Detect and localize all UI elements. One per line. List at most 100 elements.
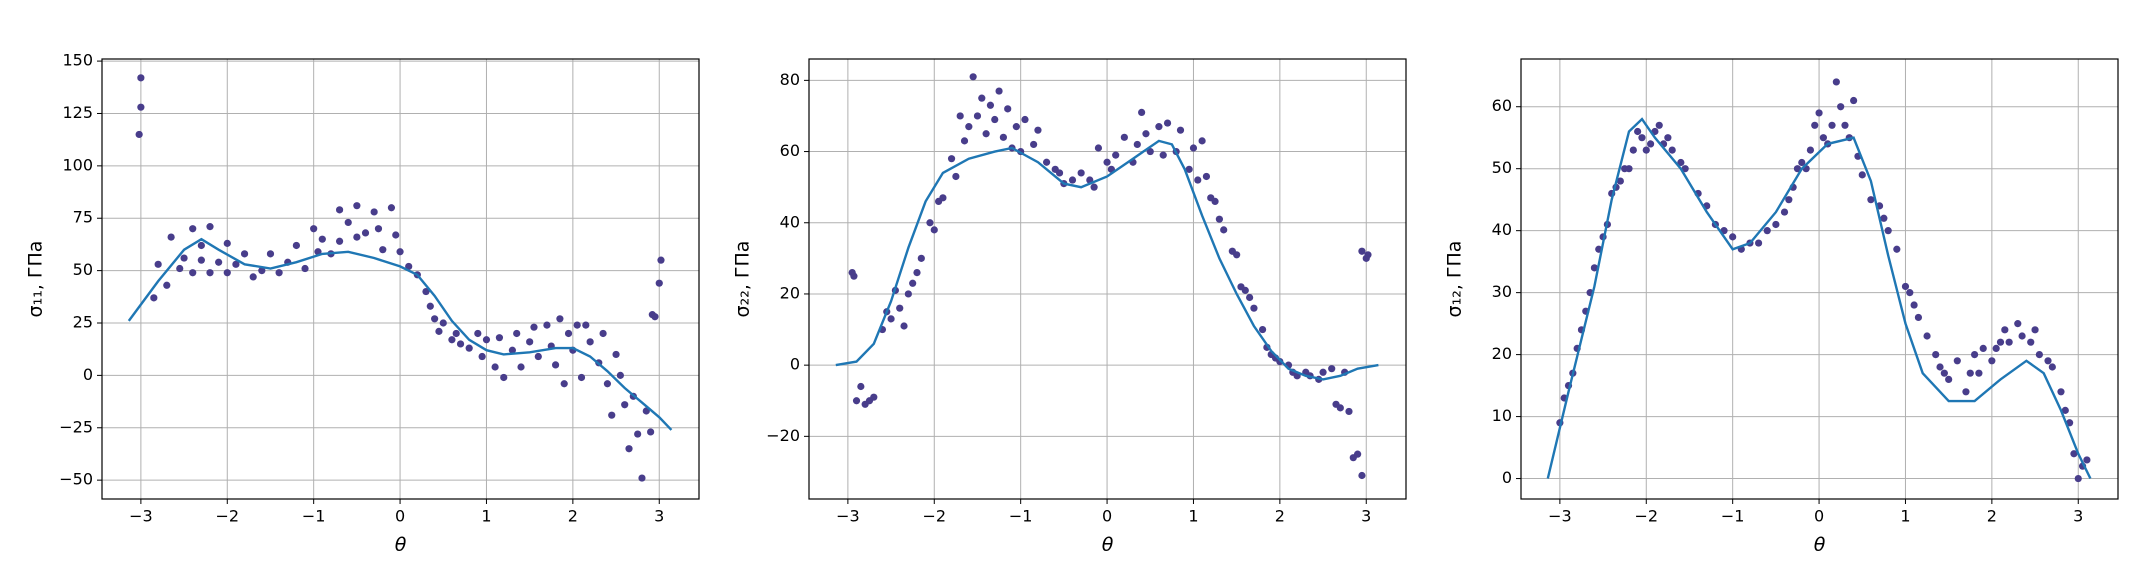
scatter-point bbox=[638, 474, 646, 482]
y-tick-label: 80 bbox=[780, 70, 800, 89]
axes-frame bbox=[101, 58, 700, 500]
scatter-point bbox=[896, 304, 904, 312]
scatter-point bbox=[1780, 208, 1789, 216]
scatter-point bbox=[1880, 214, 1888, 222]
scatter-point bbox=[995, 87, 1003, 95]
scatter-point bbox=[2048, 363, 2056, 371]
scatter-point bbox=[335, 206, 344, 214]
scatter-point bbox=[1785, 196, 1793, 204]
scatter-point bbox=[1198, 137, 1206, 145]
y-tick-label: 50 bbox=[73, 260, 93, 279]
scatter-point bbox=[1077, 169, 1085, 177]
scatter-point bbox=[1970, 351, 1979, 359]
scatter-point bbox=[982, 130, 990, 138]
scatter-point bbox=[530, 323, 538, 331]
scatter-point bbox=[189, 269, 197, 277]
y-tick-label: 100 bbox=[62, 155, 93, 174]
scatter-point bbox=[582, 321, 590, 329]
scatter-point bbox=[2018, 332, 2026, 340]
scatter-point bbox=[1328, 365, 1336, 373]
scatter-point bbox=[1893, 245, 1901, 253]
scatter-point bbox=[474, 329, 482, 338]
scatter-point bbox=[1837, 103, 1845, 111]
scatter-point bbox=[387, 204, 396, 212]
scatter-point bbox=[1646, 140, 1655, 148]
line bbox=[127, 237, 673, 431]
y-tick-label: 75 bbox=[73, 208, 93, 227]
scatter-point bbox=[135, 130, 143, 139]
scatter-point bbox=[1358, 247, 1366, 255]
x-tick-label: 3 bbox=[1361, 507, 1371, 526]
scatter-point bbox=[2035, 351, 2043, 359]
y-tick-label: 60 bbox=[780, 141, 800, 160]
scatter-point bbox=[223, 239, 231, 247]
y-tick-label: 125 bbox=[62, 103, 93, 122]
scatter-point bbox=[215, 258, 223, 266]
scatter-point bbox=[422, 287, 430, 296]
scatter-point bbox=[1034, 126, 1042, 134]
scatter-point bbox=[508, 346, 516, 354]
scatter-point bbox=[517, 363, 525, 371]
scatter-point bbox=[180, 254, 188, 262]
scatter-point bbox=[1992, 344, 2000, 353]
scatter-point bbox=[1906, 289, 1914, 297]
scatter-point bbox=[1103, 158, 1111, 166]
scatter-point bbox=[1194, 176, 1202, 184]
scatter-point bbox=[999, 133, 1007, 141]
scatter-point bbox=[1681, 165, 1689, 173]
scatter-point bbox=[965, 123, 973, 131]
x-axis-label: θ bbox=[1102, 534, 1114, 556]
scatter-point bbox=[1914, 313, 1923, 322]
scatter-point bbox=[1850, 96, 1858, 105]
scatter-point bbox=[1155, 123, 1163, 131]
scatter-point bbox=[189, 225, 197, 233]
axes-frame bbox=[808, 58, 1407, 500]
scatter-point bbox=[1629, 146, 1637, 154]
scatter-point bbox=[887, 315, 895, 323]
scatter-point bbox=[1233, 251, 1241, 259]
scatter-point bbox=[1068, 176, 1077, 184]
line bbox=[1546, 117, 2092, 480]
scatter-point bbox=[1241, 286, 1249, 294]
scatter-point bbox=[1112, 151, 1120, 159]
scatter-point bbox=[956, 112, 964, 120]
scatter-point bbox=[167, 233, 175, 241]
scatter-point bbox=[586, 338, 594, 346]
scatter-point bbox=[1319, 368, 1327, 376]
y-tick-label: −50 bbox=[59, 470, 93, 489]
x-tick-label: 3 bbox=[654, 507, 664, 526]
y-tick-label: 0 bbox=[83, 365, 93, 384]
scatter-point bbox=[599, 329, 607, 338]
scatter-point bbox=[1246, 293, 1254, 302]
scatter-point bbox=[435, 327, 443, 335]
y-tick-label: −25 bbox=[59, 417, 93, 436]
scatter-point bbox=[1940, 369, 1948, 377]
x-tick-label: −3 bbox=[836, 507, 860, 526]
scatter-point bbox=[991, 115, 999, 124]
axes-frame bbox=[1520, 58, 2119, 500]
scatter-point bbox=[1901, 282, 1910, 291]
scatter-point bbox=[1996, 338, 2005, 346]
x-tick-label: −1 bbox=[1721, 507, 1745, 526]
scatter-point bbox=[621, 401, 629, 409]
x-tick-label: −2 bbox=[922, 507, 946, 526]
scatter-point bbox=[1668, 146, 1676, 154]
y-axis-label: σ₁₁, ГПа bbox=[25, 241, 47, 318]
scatter-point bbox=[448, 336, 456, 344]
scatter-point bbox=[301, 264, 309, 273]
scatter-point bbox=[1815, 109, 1823, 117]
scatter-point bbox=[439, 319, 447, 327]
scatter-point bbox=[1858, 171, 1866, 179]
scatter-point bbox=[913, 268, 921, 277]
scatter-point bbox=[405, 262, 413, 271]
x-tick-label: 0 bbox=[395, 507, 405, 526]
scatter-point bbox=[2061, 406, 2069, 414]
scatter-point bbox=[534, 352, 542, 361]
scatter-point bbox=[1276, 357, 1284, 366]
scatter-point bbox=[1975, 369, 1983, 377]
x-tick-label: 2 bbox=[1987, 507, 1997, 526]
scatter-point bbox=[465, 344, 473, 352]
x-tick-label: 3 bbox=[2073, 507, 2083, 526]
scatter-point bbox=[2027, 338, 2035, 346]
